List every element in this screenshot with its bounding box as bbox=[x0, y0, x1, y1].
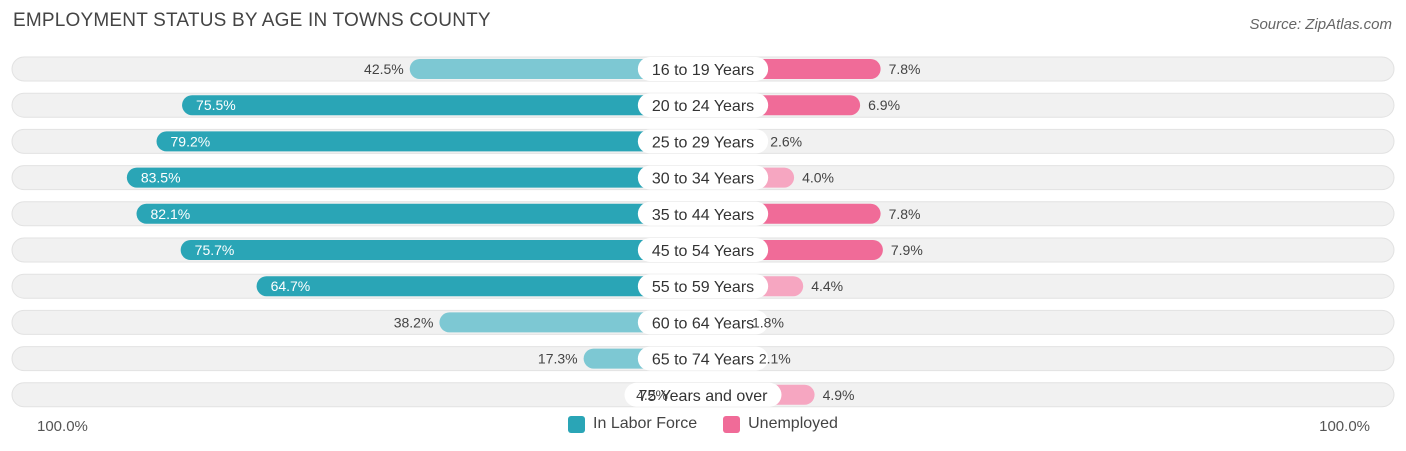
unemployed-value-label: 4.4% bbox=[811, 278, 843, 294]
legend: In Labor Force Unemployed bbox=[0, 415, 1406, 433]
category-label: 75 Years and over bbox=[639, 388, 769, 405]
legend-item-unemployed: Unemployed bbox=[723, 415, 838, 433]
category-pill bbox=[637, 165, 769, 190]
labor-bar bbox=[126, 167, 704, 188]
source-label: Source: ZipAtlas.com bbox=[1249, 16, 1392, 33]
unemployed-value-label: 4.9% bbox=[823, 387, 855, 403]
labor-value-label: 17.3% bbox=[538, 351, 578, 367]
labor-bar bbox=[439, 312, 703, 333]
unemployed-value-label: 1.8% bbox=[752, 314, 784, 330]
unemployed-value-label: 7.8% bbox=[889, 61, 921, 77]
category-pill bbox=[637, 57, 769, 81]
legend-label-unemployed: Unemployed bbox=[748, 415, 838, 432]
category-label: 25 to 29 Years bbox=[652, 134, 754, 151]
labor-value-label: 79.2% bbox=[171, 133, 211, 149]
unemployed-value-label: 2.1% bbox=[759, 351, 791, 367]
legend-item-labor: In Labor Force bbox=[568, 415, 697, 433]
labor-value-label: 38.2% bbox=[394, 314, 434, 330]
category-pill bbox=[637, 201, 769, 226]
axis-left-label: 100.0% bbox=[37, 418, 88, 435]
legend-label-labor: In Labor Force bbox=[593, 415, 698, 432]
labor-value-label: 75.7% bbox=[195, 242, 235, 258]
category-label: 35 to 44 Years bbox=[652, 207, 754, 224]
legend-swatch-labor bbox=[568, 415, 586, 433]
category-pill bbox=[637, 93, 769, 118]
labor-value-label: 82.1% bbox=[151, 206, 191, 222]
labor-bar bbox=[156, 131, 703, 152]
chart-title: EMPLOYMENT STATUS BY AGE IN TOWNS COUNTY bbox=[13, 10, 491, 31]
category-label: 55 to 59 Years bbox=[652, 279, 754, 296]
labor-value-label: 64.7% bbox=[271, 278, 311, 294]
category-label: 65 to 74 Years bbox=[652, 352, 754, 369]
unemployed-value-label: 2.6% bbox=[770, 133, 802, 149]
labor-value-label: 75.5% bbox=[196, 97, 236, 113]
category-label: 16 to 19 Years bbox=[652, 62, 754, 79]
unemployed-value-label: 6.9% bbox=[868, 97, 900, 113]
labor-bar bbox=[256, 276, 703, 297]
unemployed-value-label: 7.9% bbox=[891, 242, 923, 258]
labor-bar bbox=[182, 95, 704, 116]
category-label: 30 to 34 Years bbox=[652, 171, 754, 188]
category-pill bbox=[637, 238, 769, 262]
unemployed-value-label: 4.0% bbox=[802, 170, 834, 186]
category-pill bbox=[637, 310, 769, 335]
category-label: 45 to 54 Years bbox=[652, 243, 754, 260]
chart-area: 16 to 19 Years 42.5% 7.8% 20 to 24 Years 75.… bbox=[11, 56, 1395, 408]
labor-value-label: 42.5% bbox=[364, 61, 404, 77]
category-pill bbox=[624, 382, 782, 407]
category-pill bbox=[637, 129, 769, 154]
category-pill bbox=[637, 274, 769, 299]
labor-bar bbox=[180, 240, 704, 260]
category-label: 60 to 64 Years bbox=[652, 315, 754, 332]
labor-bar bbox=[136, 203, 703, 224]
category-pill bbox=[637, 346, 769, 371]
axis-right-label: 100.0% bbox=[1319, 418, 1370, 435]
labor-bar bbox=[409, 59, 703, 79]
labor-value-label: 4.2% bbox=[636, 387, 668, 403]
unemployed-value-label: 7.8% bbox=[889, 206, 921, 222]
labor-value-label: 83.5% bbox=[141, 170, 181, 186]
legend-swatch-unemployed bbox=[723, 415, 741, 433]
category-label: 20 to 24 Years bbox=[652, 98, 754, 115]
